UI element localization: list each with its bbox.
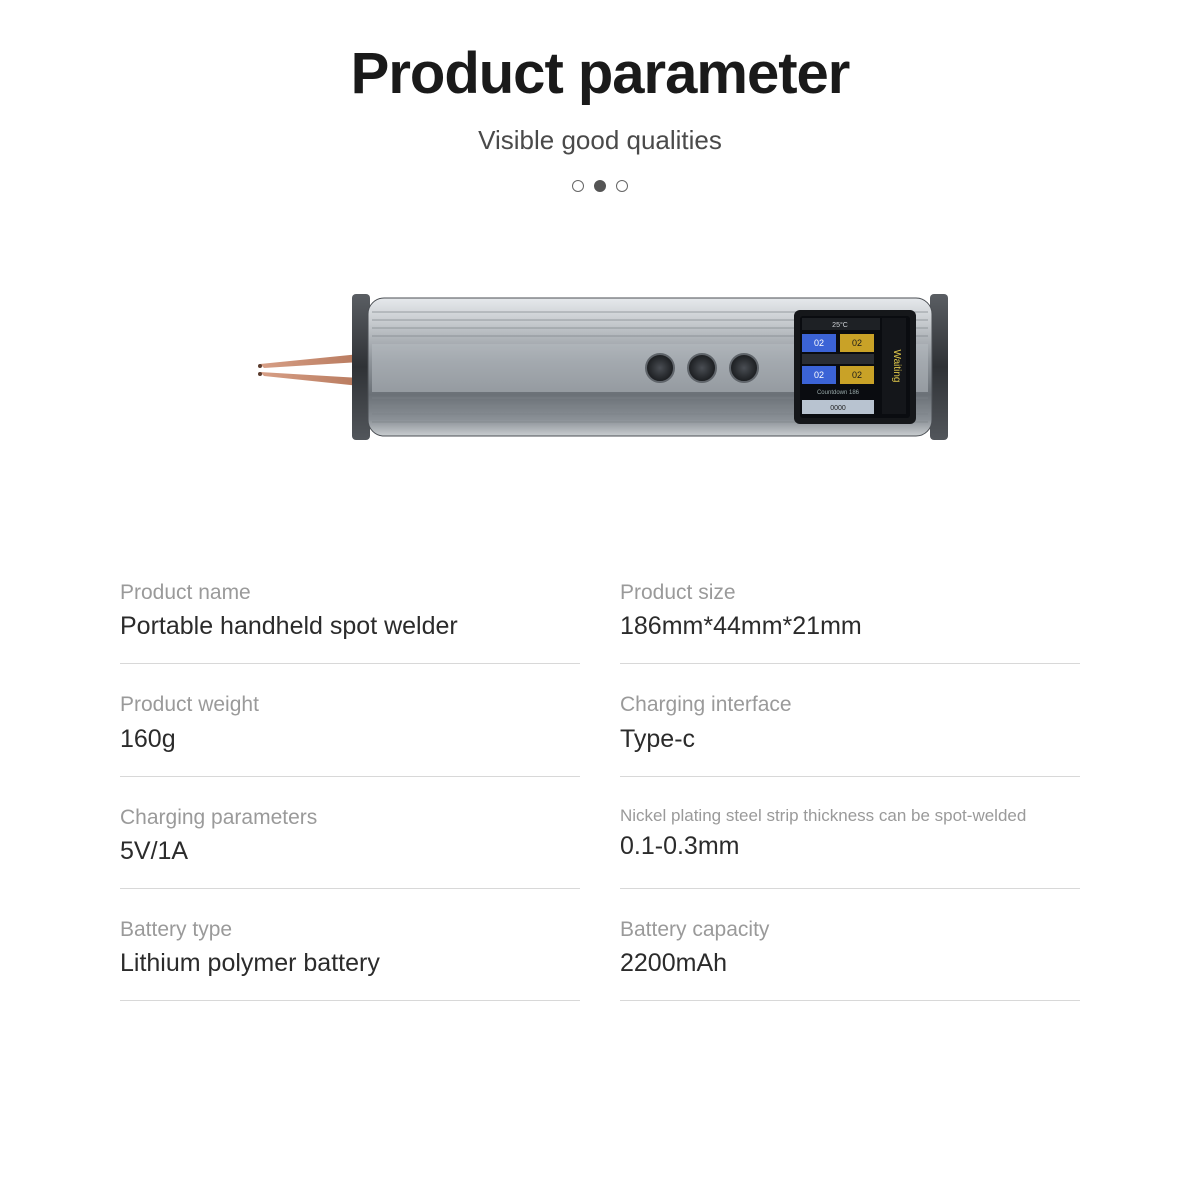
spec-value: 5V/1A (120, 837, 580, 866)
spec-cell: Product name Portable handheld spot weld… (120, 552, 580, 664)
page-subtitle: Visible good qualities (100, 125, 1100, 156)
svg-text:Countdown 186: Countdown 186 (817, 390, 860, 396)
spec-label: Charging interface (620, 692, 1080, 718)
pager-dots (100, 180, 1100, 192)
spec-cell: Charging parameters 5V/1A (120, 777, 580, 889)
spec-cell: Battery type Lithium polymer battery (120, 889, 580, 1001)
svg-text:Waiting: Waiting (891, 350, 902, 383)
svg-text:02: 02 (814, 370, 824, 380)
spec-cell: Product weight 160g (120, 664, 580, 776)
spec-value: Lithium polymer battery (120, 949, 580, 978)
product-image: 25°C 02 02 02 02 0000 Waiting Countdown … (100, 282, 1100, 452)
page-title: Product parameter (100, 40, 1100, 107)
spec-value: 186mm*44mm*21mm (620, 612, 1080, 641)
spec-label: Product name (120, 580, 580, 606)
spec-label: Nickel plating steel strip thickness can… (620, 805, 1080, 826)
spec-label: Battery type (120, 917, 580, 943)
spec-table: Product name Portable handheld spot weld… (100, 552, 1100, 1001)
spec-value: 2200mAh (620, 949, 1080, 978)
spec-label: Product weight (120, 692, 580, 718)
spec-value: 160g (120, 725, 580, 754)
spec-cell: Product size 186mm*44mm*21mm (620, 552, 1080, 664)
spec-value: 0.1-0.3mm (620, 832, 1080, 861)
spec-value: Type-c (620, 725, 1080, 754)
spot-welder-illustration: 25°C 02 02 02 02 0000 Waiting Countdown … (240, 282, 960, 452)
pager-dot[interactable] (616, 180, 628, 192)
pager-dot[interactable] (572, 180, 584, 192)
spec-label: Charging parameters (120, 805, 580, 831)
spec-cell: Charging interface Type-c (620, 664, 1080, 776)
svg-text:02: 02 (814, 338, 824, 348)
svg-text:02: 02 (852, 338, 862, 348)
spec-label: Battery capacity (620, 917, 1080, 943)
svg-text:02: 02 (852, 370, 862, 380)
spec-value: Portable handheld spot welder (120, 612, 580, 641)
svg-text:25°C: 25°C (832, 321, 848, 329)
svg-text:0000: 0000 (830, 405, 846, 412)
spec-label: Product size (620, 580, 1080, 606)
spec-cell: Nickel plating steel strip thickness can… (620, 777, 1080, 889)
pager-dot[interactable] (594, 180, 606, 192)
spec-cell: Battery capacity 2200mAh (620, 889, 1080, 1001)
